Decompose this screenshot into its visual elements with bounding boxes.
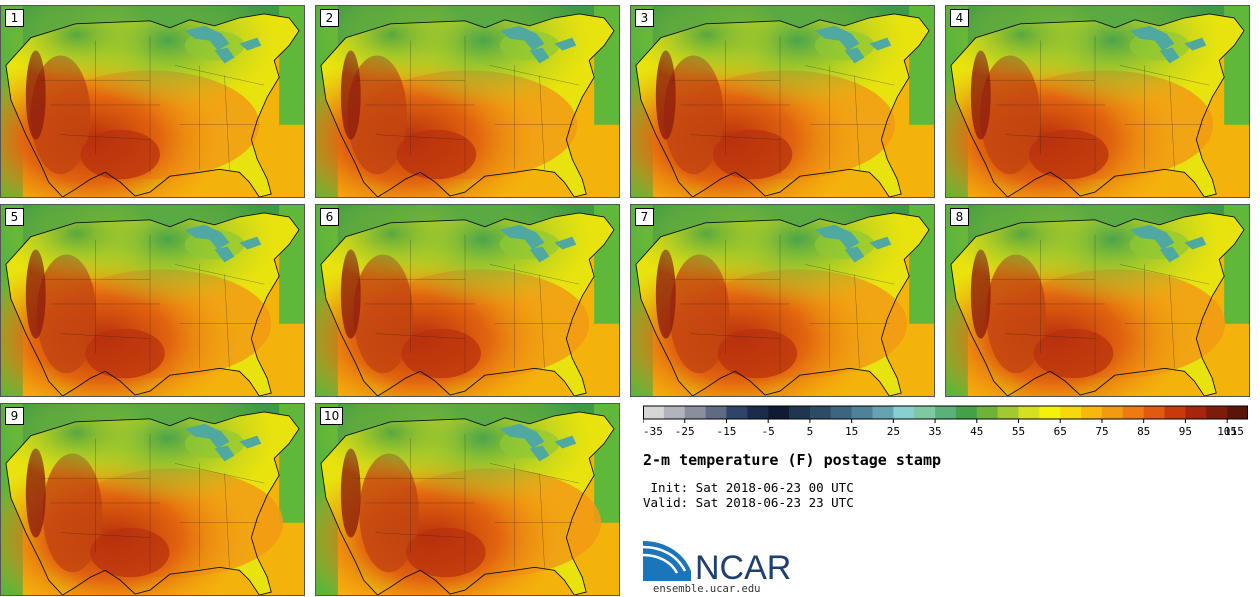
colorbar-swatch xyxy=(935,406,957,419)
member-number-label: 5 xyxy=(5,208,24,226)
colorbar-tick-label: -15 xyxy=(717,425,737,438)
ensemble-member-map: 7 xyxy=(630,204,935,397)
ensemble-member-map: 1 xyxy=(0,5,305,198)
colorbar-border xyxy=(643,405,1248,420)
colorbar-swatch xyxy=(1039,406,1061,419)
colorbar-swatch xyxy=(1122,406,1144,419)
colorbar-tick-label: 115 xyxy=(1224,425,1244,438)
colorbar-swatch xyxy=(872,406,894,419)
colorbar-swatch xyxy=(768,406,790,419)
colorbar-swatch xyxy=(1101,406,1124,419)
colorbar-swatch xyxy=(1206,406,1228,419)
colorbar-swatch xyxy=(976,406,998,419)
colorbar-swatch xyxy=(1185,406,1207,419)
colorbar-swatch xyxy=(914,406,936,419)
colorbar-swatch xyxy=(789,406,811,419)
colorbar-swatch xyxy=(663,406,686,419)
colorbar-tick-label: 105 xyxy=(1217,425,1237,438)
colorbar-tick-label: 45 xyxy=(970,425,983,438)
colorbar-swatch xyxy=(1081,406,1103,419)
colorbar-tick-label: 95 xyxy=(1179,425,1192,438)
ensemble-member-map: 8 xyxy=(945,204,1250,397)
member-number-label: 2 xyxy=(320,9,339,27)
colorbar-swatch xyxy=(893,406,915,419)
member-number-label: 6 xyxy=(320,208,339,226)
ncar-logo: NCAR xyxy=(643,541,791,583)
member-number-label: 7 xyxy=(635,208,654,226)
ensemble-member-map: 2 xyxy=(315,5,620,198)
colorbar-tick-label: 25 xyxy=(887,425,900,438)
colorbar-tick-label: 75 xyxy=(1095,425,1108,438)
ensemble-member-map: 3 xyxy=(630,5,935,198)
website-url: ensemble.ucar.edu xyxy=(653,583,761,595)
plot-title: 2-m temperature (F) postage stamp xyxy=(643,451,942,469)
colorbar-swatch xyxy=(851,406,873,419)
ensemble-member-map: 5 xyxy=(0,204,305,397)
colorbar-tick-label: 35 xyxy=(928,425,941,438)
ensemble-member-map: 10 xyxy=(315,403,620,596)
colorbar-swatch xyxy=(830,406,852,419)
colorbar-swatch xyxy=(643,406,665,419)
colorbar-swatch xyxy=(705,406,727,419)
ensemble-member-map: 9 xyxy=(0,403,305,596)
colorbar-tick-label: 85 xyxy=(1137,425,1150,438)
ensemble-member-map: 6 xyxy=(315,204,620,397)
colorbar-swatch xyxy=(997,406,1019,419)
valid-time: Valid: Sat 2018-06-23 23 UTC xyxy=(643,495,854,510)
colorbar-swatch xyxy=(1227,406,1248,419)
member-number-label: 10 xyxy=(320,407,344,425)
member-number-label: 3 xyxy=(635,9,654,27)
colorbar-swatch xyxy=(1143,406,1165,419)
ncar-logo-text: NCAR xyxy=(695,549,791,583)
colorbar-swatch xyxy=(1164,406,1186,419)
colorbar-swatch xyxy=(747,406,769,419)
member-number-label: 1 xyxy=(5,9,24,27)
colorbar-swatch xyxy=(726,406,748,419)
colorbar-swatch xyxy=(1060,406,1082,419)
colorbar-tick-label: 15 xyxy=(845,425,858,438)
colorbar-swatch xyxy=(1018,406,1040,419)
colorbar-tick-label: -35 xyxy=(643,425,663,438)
member-number-label: 9 xyxy=(5,407,24,425)
colorbar-tick-label: 55 xyxy=(1012,425,1025,438)
colorbar-tick-label: -25 xyxy=(675,425,695,438)
init-time: Init: Sat 2018-06-23 00 UTC xyxy=(643,480,854,495)
member-number-label: 8 xyxy=(950,208,969,226)
colorbar-swatch xyxy=(809,406,832,419)
colorbar-swatch xyxy=(955,406,978,419)
member-number-label: 4 xyxy=(950,9,969,27)
colorbar-tick-label: 5 xyxy=(807,425,814,438)
colorbar-tick-label: -5 xyxy=(762,425,775,438)
colorbar-swatch xyxy=(684,406,706,419)
ensemble-member-map: 4 xyxy=(945,5,1250,198)
colorbar-tick-label: 65 xyxy=(1054,425,1067,438)
